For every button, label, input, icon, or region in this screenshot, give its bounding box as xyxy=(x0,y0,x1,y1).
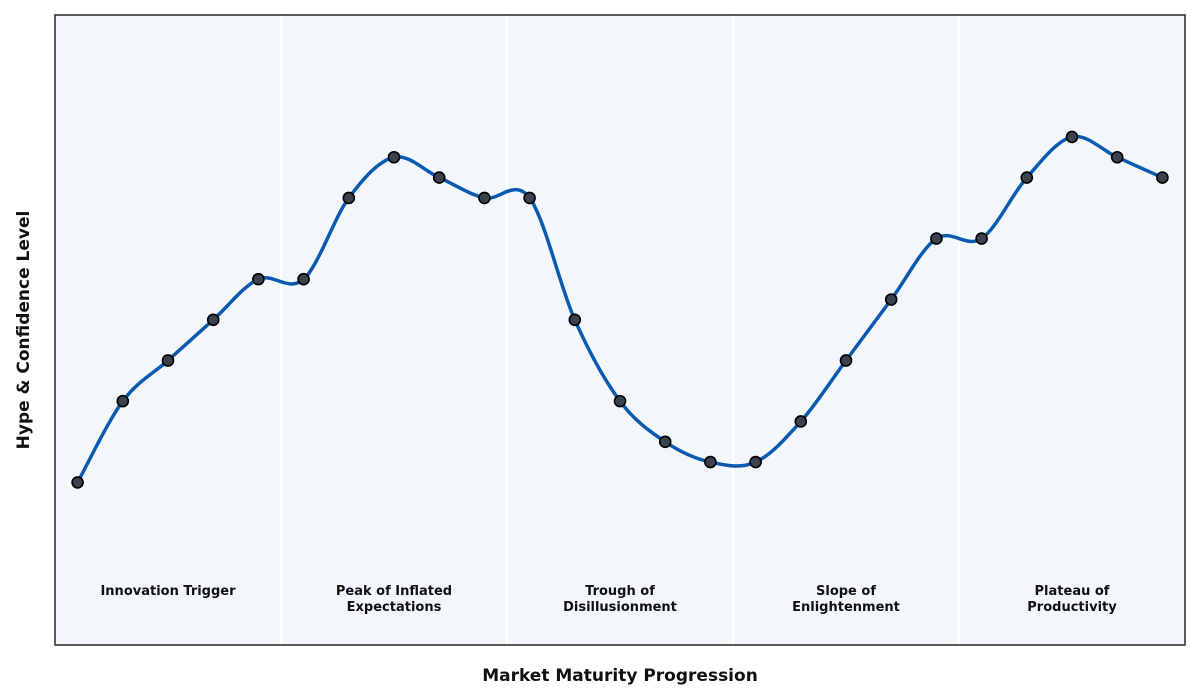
plot-frame xyxy=(54,14,1186,646)
data-point-9 xyxy=(432,171,446,184)
data-point-16 xyxy=(749,455,762,469)
data-point-11 xyxy=(523,191,536,205)
data-point-24 xyxy=(1110,150,1124,164)
data-point-21 xyxy=(975,232,988,245)
phase-label-1: Innovation Trigger xyxy=(100,584,236,599)
phase-label-4: Slope of Enlightenment xyxy=(792,584,900,615)
data-point-13 xyxy=(613,394,627,408)
data-point-19 xyxy=(884,293,898,306)
data-point-4 xyxy=(206,313,220,327)
phase-label-5: Plateau of Productivity xyxy=(1027,584,1117,615)
data-point-2 xyxy=(116,394,130,408)
data-point-8 xyxy=(387,150,401,164)
data-point-6 xyxy=(297,272,310,286)
data-point-1 xyxy=(71,476,84,489)
phase-separators xyxy=(280,15,960,645)
data-point-12 xyxy=(568,313,582,327)
phase-labels: Innovation Trigger Peak of Inflated Expect… xyxy=(100,584,1117,615)
data-point-25 xyxy=(1156,171,1169,184)
data-point-14 xyxy=(658,435,672,449)
data-point-17 xyxy=(794,415,808,428)
y-axis-title: Hype & Confidence Level xyxy=(14,211,34,450)
data-point-22 xyxy=(1020,171,1034,184)
data-point-20 xyxy=(930,232,943,245)
data-point-7 xyxy=(342,191,356,205)
data-markers xyxy=(71,130,1169,489)
phase-label-2: Peak of Inflated Expectations xyxy=(336,584,452,615)
phase-label-3: Trough of Disillusionment xyxy=(563,584,677,615)
data-point-15 xyxy=(704,455,717,469)
data-point-18 xyxy=(839,354,853,367)
data-point-10 xyxy=(478,191,491,205)
data-point-23 xyxy=(1065,130,1079,144)
x-axis-title: Market Maturity Progression xyxy=(482,666,758,686)
plot-area xyxy=(55,15,1185,645)
data-point-3 xyxy=(161,354,175,367)
data-point-5 xyxy=(252,272,265,286)
